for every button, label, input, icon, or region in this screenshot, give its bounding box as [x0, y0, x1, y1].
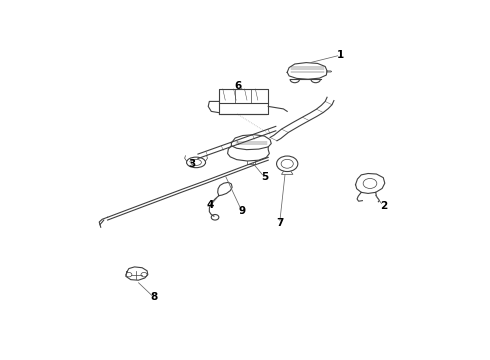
Text: 6: 6: [235, 81, 242, 91]
Text: 8: 8: [150, 292, 157, 302]
Text: 2: 2: [380, 201, 387, 211]
Text: 5: 5: [261, 172, 268, 182]
Text: 7: 7: [276, 219, 283, 228]
Text: 9: 9: [239, 207, 245, 216]
Text: 3: 3: [188, 159, 196, 169]
Text: 4: 4: [207, 201, 214, 210]
Text: 1: 1: [337, 50, 344, 60]
